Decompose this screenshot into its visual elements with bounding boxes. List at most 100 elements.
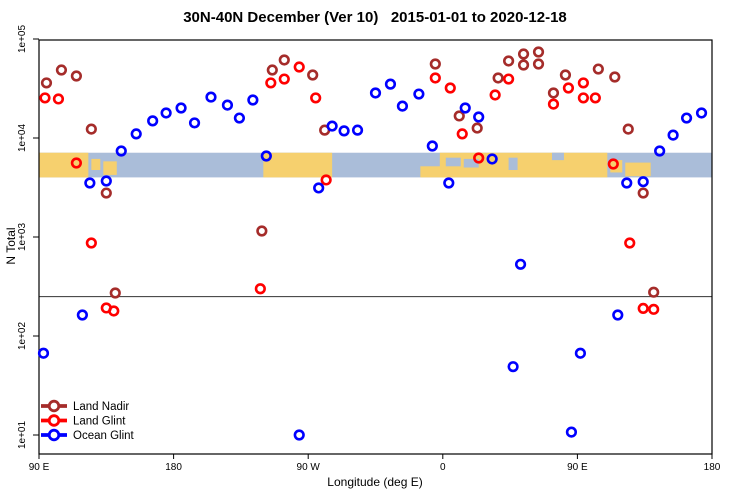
data-point-ocean-glint [426,140,438,152]
map-band-land [625,162,651,177]
data-point-ocean-glint [514,258,527,270]
data-point-ocean-glint [680,112,693,124]
data-point-ocean-glint [695,107,708,119]
data-point-ocean-glint [175,102,187,114]
data-point-land-glint [607,158,619,170]
data-point-ocean-glint [326,120,338,132]
data-point-land-glint [52,93,65,105]
legend-marker-circle [47,414,61,427]
legend-marker-circle [47,428,61,442]
y-tick-label: 1e+01 [17,421,28,450]
data-point-land-glint [456,128,468,140]
data-point-land-glint [85,237,97,249]
data-point-ocean-glint [384,78,397,90]
data-point-ocean-glint [369,87,382,99]
map-band-sea [463,158,479,168]
data-point-land-nadir [429,58,441,70]
data-point-land-nadir [559,69,572,81]
data-point-land-nadir [55,64,68,76]
y-tick-label: 1e+03 [17,223,28,252]
data-point-land-nadir [637,187,649,199]
data-point-ocean-glint [313,182,325,194]
data-point-land-nadir [40,77,53,89]
data-point-ocean-glint [293,429,305,441]
data-point-ocean-glint [565,426,578,438]
map-band-sea [508,157,518,170]
plot-frame [38,39,713,455]
data-point-land-glint [489,89,501,101]
data-point-ocean-glint [188,117,201,129]
data-point-ocean-glint [612,309,624,321]
data-point-land-nadir [517,48,530,60]
data-point-land-nadir [453,110,465,122]
data-point-land-nadir [532,46,545,58]
data-point-ocean-glint [100,175,112,187]
data-point-ocean-glint [621,177,633,189]
data-point-land-glint [637,302,649,315]
legend-marker-circle [47,399,61,413]
data-point-land-glint [278,73,290,85]
map-band-land [91,158,101,170]
data-point-ocean-glint [351,124,364,136]
data-point-ocean-glint [637,176,649,188]
legend-label: Land Nadir [73,401,129,413]
data-point-land-nadir [109,287,121,299]
data-point-land-glint [310,92,322,104]
legend-label: Ocean Glint [73,430,135,442]
map-band-land [263,152,333,178]
data-point-ocean-glint [233,112,246,124]
x-axis-label: Longitude (deg E) [327,475,423,489]
data-point-land-nadir [532,58,545,70]
chart-title: 30N-40N December (Ver 10) 2015-01-01 to … [183,9,567,26]
y-tick-label: 1e+05 [17,25,28,54]
data-point-land-glint [577,92,589,104]
data-point-ocean-glint [76,309,88,321]
data-point-land-nadir [100,187,112,199]
data-point-land-glint [265,77,277,89]
data-point-ocean-glint [221,99,234,111]
data-point-land-glint [562,82,575,94]
data-point-ocean-glint [507,361,519,373]
data-point-ocean-glint [260,150,272,162]
data-point-ocean-glint [396,100,409,112]
data-point-land-nadir [609,71,621,83]
data-point-ocean-glint [247,94,259,106]
map-band-sea [445,157,461,167]
data-point-land-nadir [517,59,530,71]
data-point-land-glint [39,92,51,104]
x-tick-label: 90 E [29,462,50,473]
data-point-land-nadir [256,225,268,237]
data-point-ocean-glint [37,347,50,359]
data-point-land-glint [547,98,560,110]
data-point-land-glint [473,152,485,164]
data-point-land-nadir [592,63,604,75]
data-point-land-nadir [278,54,290,66]
data-point-ocean-glint [654,145,666,157]
x-tick-label: 180 [165,462,182,473]
data-point-ocean-glint [486,153,498,165]
data-point-land-glint [577,77,589,89]
data-point-ocean-glint [413,88,425,100]
x-tick-label: 90 W [297,462,321,473]
data-point-land-nadir [503,55,515,67]
data-point-land-glint [429,72,441,84]
data-point-land-nadir [307,69,319,81]
data-point-ocean-glint [147,115,159,127]
y-tick-label: 1e+04 [17,124,28,153]
data-point-land-nadir [492,72,504,84]
y-tick-label: 1e+02 [17,322,28,351]
data-point-land-nadir [471,122,483,134]
data-point-ocean-glint [574,347,586,359]
data-point-land-nadir [547,87,560,99]
data-point-land-nadir [70,70,82,82]
x-tick-label: 180 [704,462,721,473]
data-point-land-glint [589,92,601,104]
data-point-ocean-glint [84,177,96,189]
data-point-land-nadir [266,64,278,76]
data-point-ocean-glint [473,111,485,123]
data-point-land-glint [293,61,305,73]
data-point-land-glint [648,303,660,315]
map-band-sea [551,152,564,161]
